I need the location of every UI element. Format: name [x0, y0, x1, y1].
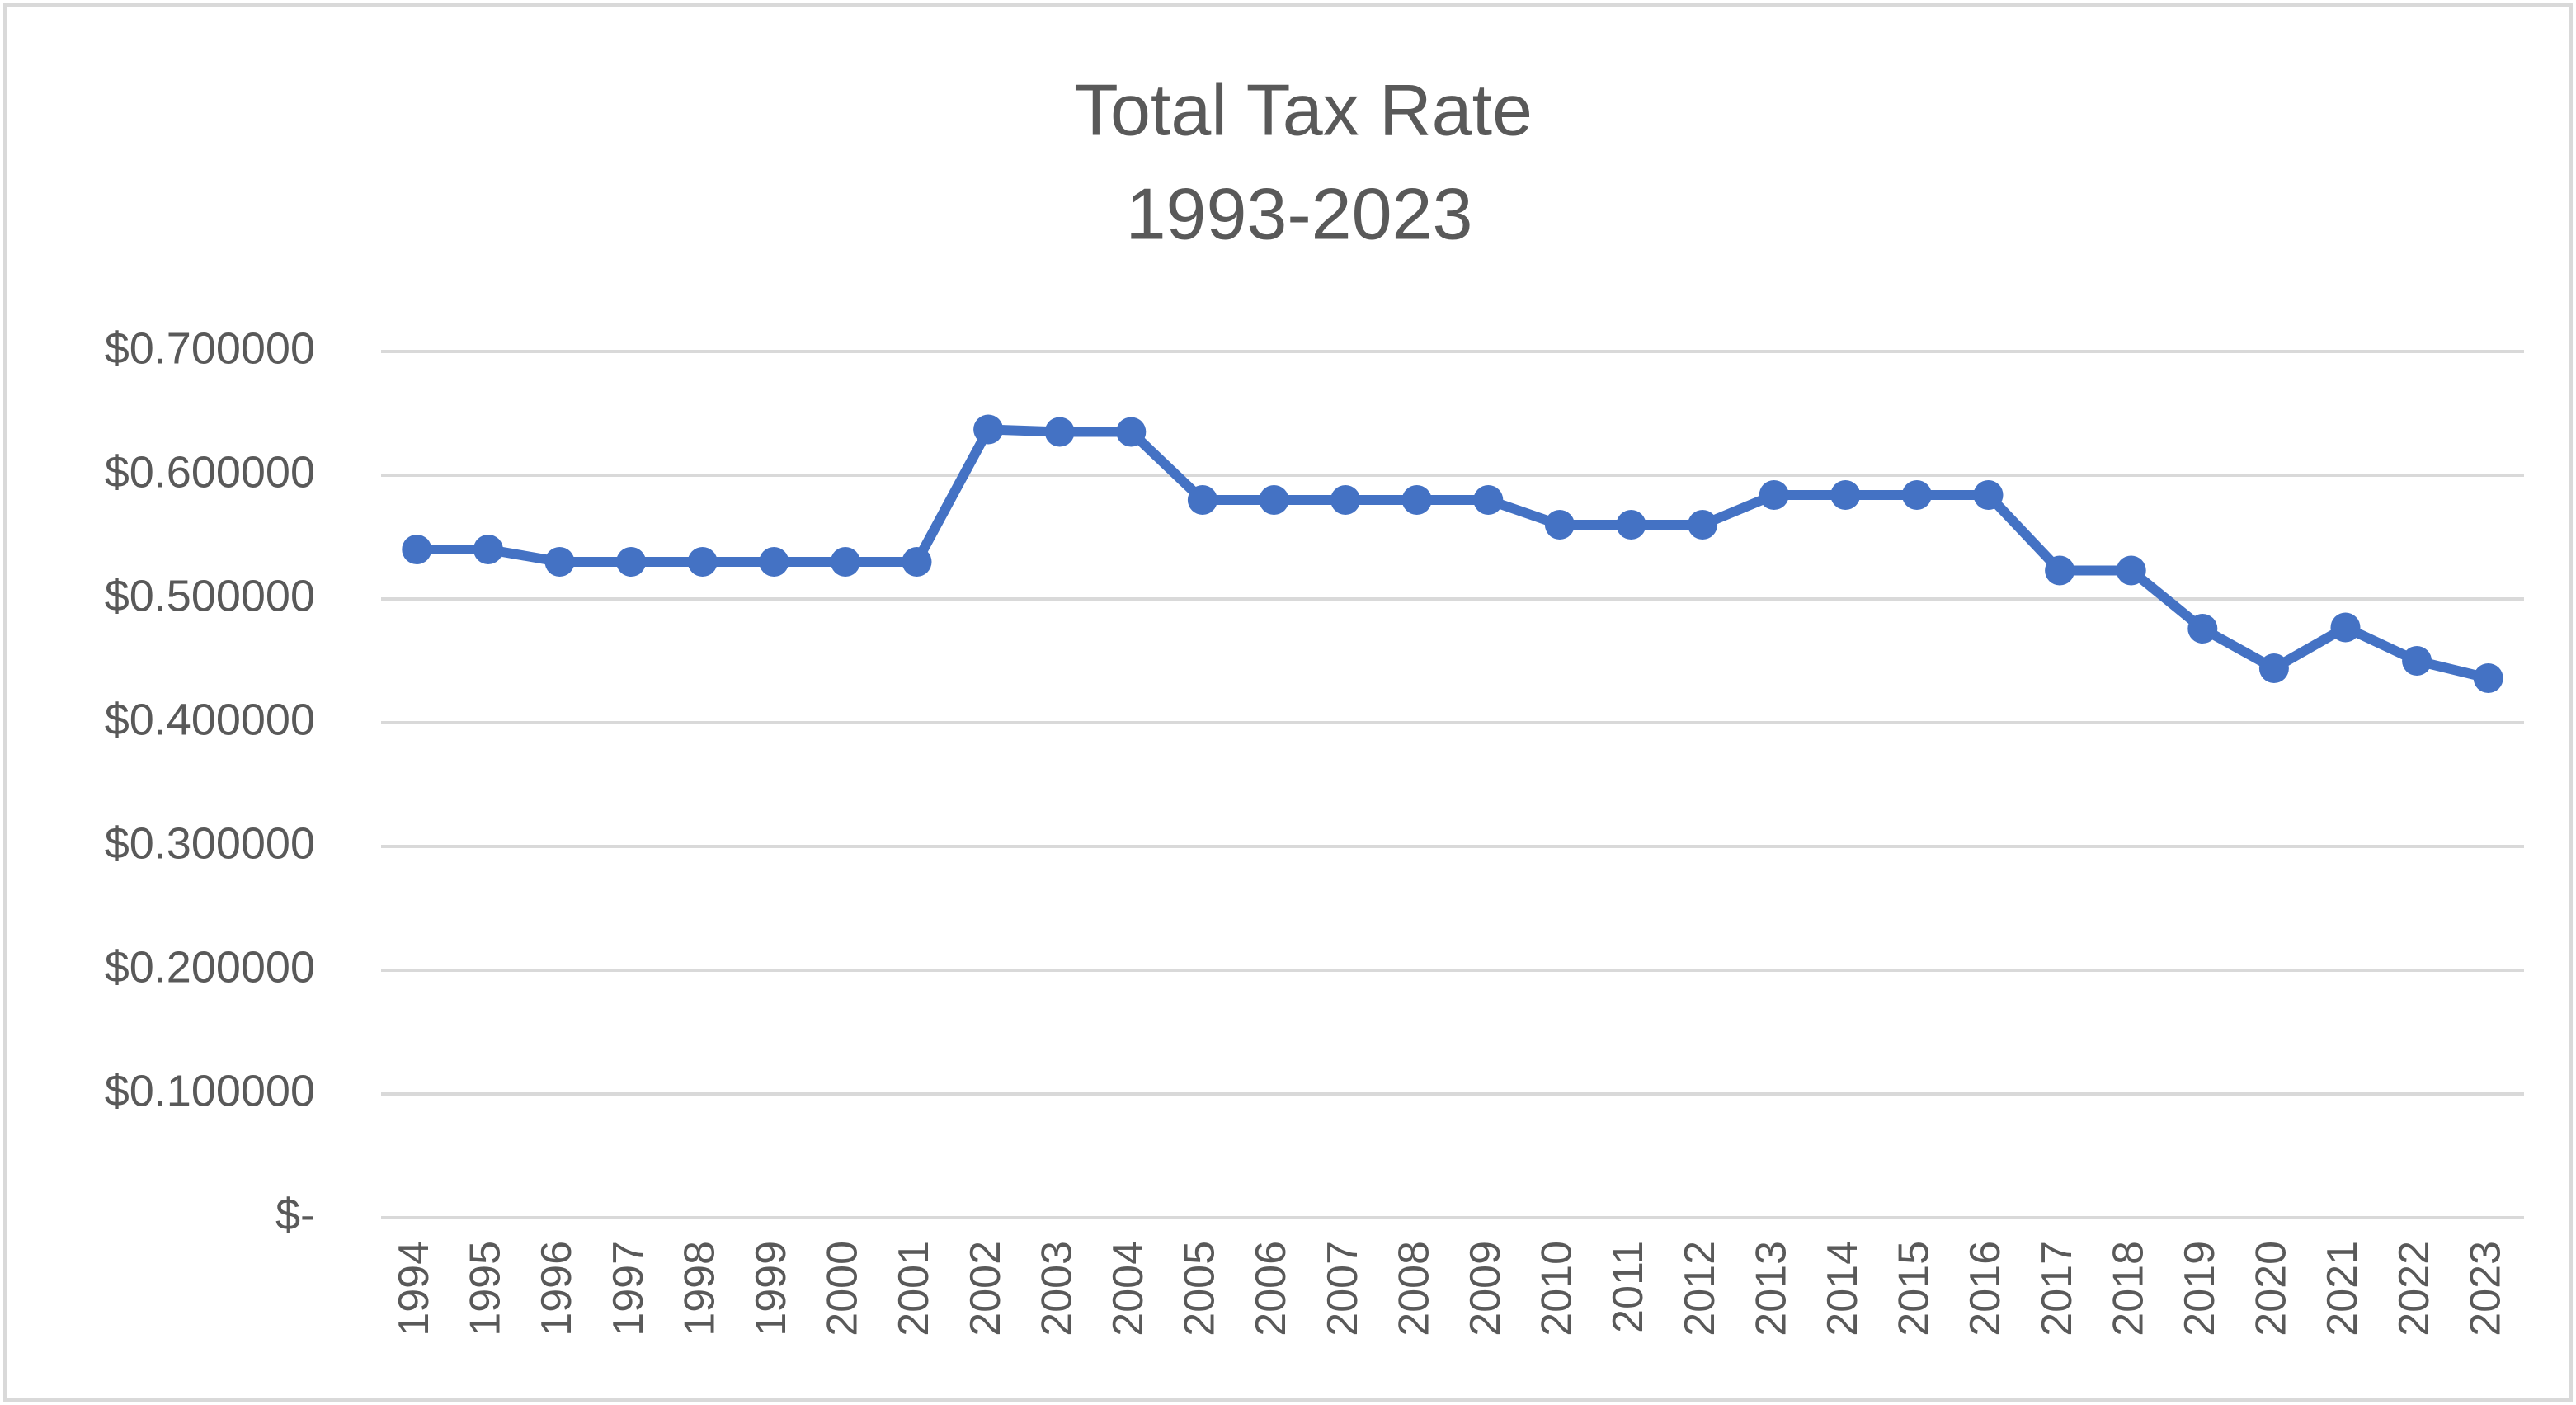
y-tick-label: $0.200000 — [105, 942, 315, 992]
x-tick-label: 2017 — [2033, 1241, 2081, 1337]
data-point — [1830, 480, 1861, 510]
x-tick-label: 2007 — [1319, 1241, 1367, 1337]
x-tick-label: 2004 — [1104, 1241, 1152, 1337]
data-point — [1544, 510, 1575, 540]
data-point — [1473, 485, 1504, 515]
y-tick-label: $0.400000 — [105, 695, 315, 744]
data-point — [1973, 480, 2004, 510]
x-tick-label: 1999 — [747, 1241, 795, 1337]
x-tick-label: 2008 — [1390, 1241, 1438, 1337]
y-tick-label: $- — [275, 1190, 315, 1239]
x-tick-label: 2009 — [1462, 1241, 1509, 1337]
data-point — [830, 547, 860, 577]
data-point — [1259, 485, 1289, 515]
data-point — [1688, 510, 1718, 540]
x-tick-label: 2023 — [2461, 1241, 2509, 1337]
data-point — [1187, 485, 1217, 515]
data-point — [1044, 417, 1075, 447]
data-point — [902, 547, 932, 577]
x-tick-label: 2013 — [1747, 1241, 1795, 1337]
data-point — [2402, 646, 2432, 676]
y-tick-label: $0.100000 — [105, 1066, 315, 1115]
x-tick-label: 2012 — [1676, 1241, 1724, 1337]
x-tick-label: 2001 — [890, 1241, 938, 1337]
x-tick-label: 2020 — [2248, 1241, 2296, 1337]
x-tick-label: 2003 — [1033, 1241, 1081, 1337]
chart-subtitle: 1993-2023 — [1126, 172, 1473, 254]
x-tick-label: 2000 — [819, 1241, 867, 1337]
data-point — [1901, 480, 1932, 510]
x-tick-label: 2010 — [1533, 1241, 1581, 1337]
x-tick-label: 2021 — [2319, 1241, 2366, 1337]
chart-title: Total Tax Rate — [1074, 68, 1533, 150]
x-tick-label: 1997 — [605, 1241, 652, 1337]
x-tick-label: 1996 — [533, 1241, 581, 1337]
data-point — [2330, 612, 2361, 643]
y-tick-label: $0.300000 — [105, 818, 315, 868]
x-tick-label: 1998 — [676, 1241, 723, 1337]
data-point — [1759, 480, 1789, 510]
data-point — [473, 535, 503, 564]
data-point — [1116, 417, 1147, 447]
x-tick-label: 2019 — [2176, 1241, 2224, 1337]
data-point — [973, 414, 1004, 445]
data-point — [687, 547, 718, 577]
data-point — [1616, 510, 1646, 540]
x-tick-label: 2005 — [1176, 1241, 1224, 1337]
data-point — [1401, 485, 1432, 515]
x-tick-label: 2022 — [2390, 1241, 2438, 1337]
x-tick-label: 2006 — [1247, 1241, 1295, 1337]
data-point — [2187, 614, 2218, 644]
chart-border — [3, 3, 2573, 1402]
x-tick-label: 2002 — [962, 1241, 1010, 1337]
data-point — [544, 547, 575, 577]
data-point — [2258, 653, 2289, 683]
data-point — [2045, 555, 2075, 586]
data-point — [759, 547, 789, 577]
data-point — [616, 547, 647, 577]
x-tick-label: 2015 — [1891, 1241, 1938, 1337]
x-tick-label: 2011 — [1604, 1241, 1652, 1333]
data-point — [1330, 485, 1361, 515]
x-tick-label: 1995 — [462, 1241, 510, 1337]
data-point — [2473, 663, 2503, 693]
data-point — [2116, 555, 2146, 586]
x-tick-label: 2016 — [1961, 1241, 2009, 1337]
y-tick-label: $0.500000 — [105, 571, 315, 620]
x-tick-label: 1994 — [390, 1241, 438, 1337]
x-tick-label: 2014 — [1819, 1241, 1867, 1337]
data-point — [402, 535, 432, 564]
y-tick-label: $0.600000 — [105, 447, 315, 497]
y-tick-label: $0.700000 — [105, 323, 315, 373]
x-tick-label: 2018 — [2104, 1241, 2152, 1337]
